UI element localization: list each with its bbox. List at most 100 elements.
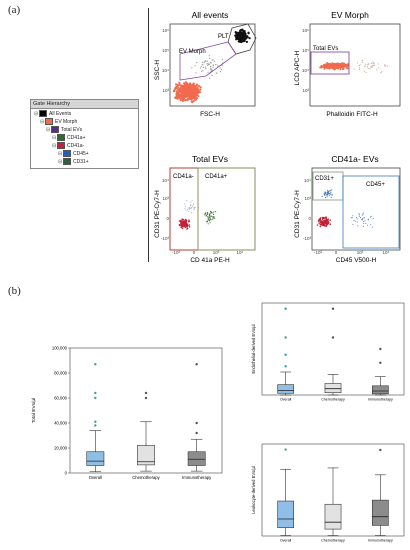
- event-dot: [238, 40, 241, 43]
- tick-label: 0: [166, 216, 169, 221]
- event-dot: [187, 209, 188, 211]
- event-dot: [358, 64, 360, 67]
- event-dot: [209, 212, 211, 214]
- event-dot: [189, 87, 192, 90]
- gate-hierarchy-item[interactable]: ⊟ CD41a-: [52, 142, 84, 149]
- collapse-toggle-icon[interactable]: ⊟: [52, 134, 57, 141]
- gate-hierarchy-item[interactable]: ⊟ CD45+: [58, 150, 89, 157]
- event-dot: [325, 220, 327, 223]
- event-dot: [336, 64, 339, 67]
- event-dot: [373, 62, 375, 64]
- gate-hierarchy-item-label: CD41a-: [67, 142, 85, 149]
- gate-hierarchy-item[interactable]: ⊟ EV Morph: [40, 118, 77, 125]
- event-dot: [322, 222, 325, 224]
- y-tick-label: 80,000: [54, 370, 67, 375]
- event-dot: [362, 61, 364, 63]
- collapse-toggle-icon[interactable]: ⊟: [40, 118, 45, 125]
- event-dot: [212, 66, 214, 68]
- event-dot: [184, 224, 186, 226]
- gate-color-swatch: [51, 126, 59, 133]
- collapse-toggle-icon[interactable]: ⊟: [52, 142, 57, 149]
- event-dot: [364, 220, 366, 222]
- event-dot: [243, 36, 246, 39]
- event-dot: [210, 68, 212, 70]
- event-dot: [188, 219, 190, 221]
- event-dot: [180, 226, 183, 229]
- outlier-point: [284, 448, 287, 451]
- event-dot: [182, 218, 185, 221]
- tick-label: 10³: [162, 196, 169, 201]
- flow-plot-cd41a-neg-evs: CD41a- EVs CD31 PE-Cy7-H CD45 V500-H 10⁴…: [294, 154, 401, 264]
- event-dot: [190, 204, 192, 206]
- event-dot: [186, 88, 189, 91]
- event-dot: [321, 195, 323, 197]
- event-dot: [361, 60, 363, 62]
- event-dot: [368, 63, 370, 65]
- event-dot: [236, 31, 239, 35]
- event-dot: [190, 90, 194, 93]
- gate-label-cd41a-neg: CD41a-: [173, 174, 194, 180]
- ev-morph-gate: [179, 41, 237, 81]
- collapse-toggle-icon[interactable]: ⊟: [46, 126, 51, 133]
- event-dot: [372, 65, 374, 67]
- event-dot: [184, 87, 187, 90]
- event-dot: [208, 214, 210, 217]
- event-dot: [204, 214, 206, 216]
- tick-label: 10⁶: [162, 28, 169, 33]
- box: [187, 451, 206, 466]
- event-dot: [350, 217, 352, 219]
- event-dot: [184, 219, 186, 222]
- event-dot: [352, 215, 354, 217]
- event-dot: [384, 64, 386, 66]
- tick-label: 0: [308, 216, 311, 221]
- event-dot: [326, 194, 328, 196]
- category-label: Immunotherapy: [182, 475, 212, 480]
- event-dot: [362, 213, 364, 215]
- gate-label-cd41a-pos: CD41a+: [205, 174, 228, 180]
- event-dots: [178, 199, 217, 230]
- gate-color-swatch: [57, 142, 65, 149]
- event-dot: [212, 216, 214, 218]
- event-dot: [177, 92, 180, 95]
- event-dots: [319, 59, 389, 74]
- outlier-point: [331, 336, 335, 339]
- event-dot: [356, 221, 358, 223]
- outlier-point: [284, 365, 287, 368]
- event-dot: [321, 218, 324, 221]
- event-dots: [316, 189, 374, 228]
- collapse-toggle-icon[interactable]: ⊟: [58, 150, 63, 157]
- y-axis-label: CD31 PE-Cy7-H: [154, 190, 161, 238]
- event-dot: [195, 93, 198, 96]
- event-dot: [327, 189, 329, 191]
- event-dot: [363, 220, 365, 222]
- event-dot: [195, 91, 199, 94]
- event-dot: [329, 223, 331, 226]
- event-dot: [207, 223, 209, 225]
- event-dot: [343, 62, 346, 65]
- event-dot: [184, 99, 187, 102]
- event-dot: [332, 65, 335, 68]
- gate-hierarchy-item[interactable]: ⊟ All Events: [34, 110, 71, 117]
- event-dot: [190, 100, 193, 103]
- event-dot: [209, 218, 211, 220]
- event-dot: [191, 86, 194, 89]
- event-dot: [326, 219, 329, 222]
- gate-hierarchy-item[interactable]: ⊟ Total EVs: [46, 126, 82, 133]
- category-label: Immunotherapy: [368, 539, 393, 543]
- tick-label: -10³: [314, 250, 323, 255]
- event-dot: [206, 214, 208, 216]
- box: [371, 385, 389, 395]
- outlier-point: [331, 307, 335, 310]
- collapse-toggle-icon[interactable]: ⊟: [58, 158, 63, 165]
- event-dot: [211, 215, 213, 217]
- event-dot: [324, 222, 326, 224]
- gate-hierarchy-item[interactable]: ⊟ CD31+: [58, 158, 89, 165]
- collapse-toggle-icon[interactable]: ⊟: [34, 110, 39, 117]
- gate-hierarchy-item[interactable]: ⊟ CD41a+: [52, 134, 85, 141]
- y-ticks: 10⁶ 10⁵ 10⁴ 10³: [162, 28, 169, 93]
- box: [324, 383, 342, 393]
- event-dot: [316, 224, 319, 226]
- event-dot: [370, 215, 372, 217]
- event-dot: [241, 28, 244, 31]
- outlier-point: [284, 307, 287, 310]
